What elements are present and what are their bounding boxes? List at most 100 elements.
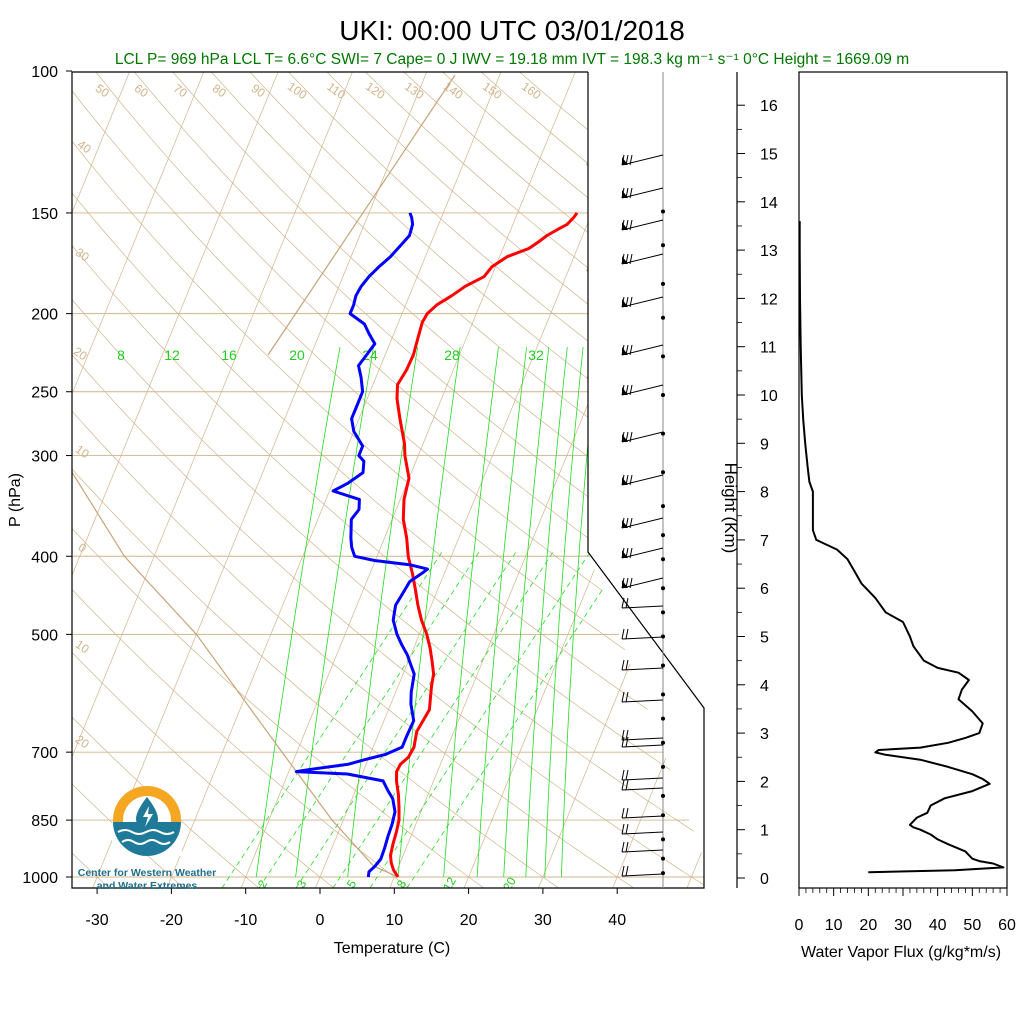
barb-level-dot — [661, 871, 665, 876]
dry-adiabat-line — [72, 72, 568, 888]
dry-adiabat-line — [72, 72, 644, 888]
pressure-tick-label: 850 — [31, 813, 58, 830]
flux-tick-label: 40 — [929, 917, 947, 934]
dry-adiabat-line — [479, 72, 704, 888]
isotherm-line — [72, 72, 287, 888]
dry-adiabat-line — [72, 72, 342, 888]
logo-text-line-1: Center for Western Weather — [78, 867, 216, 879]
wind-barb-feather — [625, 691, 629, 703]
mixing-ratio-line — [295, 346, 374, 878]
wind-barb-staff — [621, 777, 664, 781]
adiabat-label-left: 40 — [75, 137, 94, 156]
wind-barb-staff — [621, 384, 664, 396]
temperature-tick-label: 40 — [608, 912, 626, 929]
logo-wave-line-2 — [121, 839, 171, 845]
pressure-tick-label: 400 — [31, 549, 58, 566]
flux-tick-label: 20 — [859, 917, 877, 934]
isotherm-label: 90 — [249, 81, 268, 100]
mixing-ratio-label: 12 — [164, 347, 180, 363]
wind-barb-pennant — [622, 550, 628, 558]
barb-level-dot — [661, 813, 665, 818]
isotherm-label: 100 — [285, 79, 310, 102]
mixing-ratio-label: 20 — [289, 347, 305, 363]
wind-barb-feather — [629, 547, 633, 559]
dry-adiabat-line — [72, 72, 192, 888]
mixing-ratio-line — [397, 346, 461, 878]
moist-adiabat-line — [369, 551, 591, 888]
barb-level-dot — [661, 533, 665, 538]
wind-barb-staff — [621, 667, 664, 671]
height-tick-label: 2 — [760, 774, 769, 791]
wind-barb-pennant — [622, 477, 628, 485]
height-tick-label: 16 — [760, 98, 778, 115]
wind-barb-pennant — [622, 520, 628, 528]
height-tick-label: 11 — [760, 340, 777, 357]
wind-barb-feather — [629, 431, 633, 443]
height-tick-label: 6 — [760, 581, 769, 598]
wind-barb-pennant — [622, 256, 628, 264]
wind-barb-pennant — [622, 299, 628, 307]
barb-level-dot — [661, 837, 665, 842]
wind-barb-staff — [621, 344, 664, 356]
isotherm-line — [238, 72, 584, 888]
height-tick-label: 1 — [760, 823, 769, 840]
isotherm-line — [461, 72, 704, 888]
wind-barb-feather — [629, 296, 633, 308]
pressure-tick-label: 1000 — [22, 870, 58, 887]
isotherm-line — [89, 72, 435, 888]
wind-barb-feather — [629, 344, 633, 356]
pressure-tick-label: 300 — [31, 449, 58, 466]
temperature-trace — [389, 212, 579, 878]
isotherm-line — [312, 72, 658, 888]
mixing-ratio-label-bottom: 5 — [344, 877, 360, 890]
moist-adiabat-line — [295, 551, 517, 888]
wind-barb-feather — [629, 187, 633, 199]
skew-frame — [71, 71, 705, 889]
barb-level-dot — [661, 393, 665, 397]
pressure-tick-label: 700 — [31, 745, 58, 762]
barb-level-dot — [661, 281, 665, 286]
parcel-path — [72, 362, 399, 878]
flux-frame — [798, 71, 1008, 889]
temperature-tick-label: 10 — [385, 912, 403, 929]
isotherm-label: 50 — [93, 81, 112, 100]
pressure-tick-label: 500 — [31, 627, 58, 644]
wind-barb-feather — [629, 384, 633, 396]
flux-tick-label: 10 — [825, 917, 843, 934]
isotherm-label: 130 — [402, 79, 427, 102]
wind-barb-feather — [621, 779, 625, 791]
dry-adiabat-line — [133, 72, 704, 888]
wind-barb-staff — [621, 873, 664, 877]
wind-barb-staff — [621, 577, 664, 589]
wind-barb-staff — [621, 636, 664, 640]
dry-adiabat-line — [210, 72, 704, 888]
dry-adiabat-line — [325, 72, 704, 888]
pressure-tick-label: 150 — [31, 206, 58, 223]
temperature-tick-label: 0 — [316, 912, 325, 929]
wind-barb-feather — [625, 736, 629, 748]
barb-level-dot — [661, 504, 665, 509]
isotherm-line — [72, 72, 212, 888]
isotherm-label: 80 — [210, 81, 229, 100]
wind-barb-pennant — [622, 387, 628, 395]
isotherm-label: 120 — [363, 79, 388, 102]
wind-barb-feather — [621, 769, 625, 781]
wind-barb-feather — [629, 253, 633, 265]
isotherm-line — [72, 72, 138, 888]
wind-barb-staff — [621, 849, 664, 853]
wind-barb-feather — [625, 597, 629, 609]
moist-adiabat-line — [221, 551, 443, 888]
temperature-tick-label: -10 — [234, 912, 257, 929]
isotherm-line — [164, 72, 510, 888]
wind-barb-staff — [621, 737, 664, 741]
chart-subtitle: LCL P= 969 hPa LCL T= 6.6°C SWI= 7 Cape=… — [115, 51, 909, 68]
wind-barb-feather — [621, 736, 625, 748]
moist-adiabat-line — [258, 551, 480, 888]
height-tick-label: 5 — [760, 630, 769, 647]
wind-barb-feather — [629, 219, 633, 231]
adiabat-label-left: 10 — [73, 637, 92, 656]
wind-barb-staff — [621, 474, 664, 486]
wind-barb-staff — [621, 744, 664, 748]
pressure-tick-label: 200 — [31, 307, 58, 324]
dry-adiabat-line — [72, 72, 704, 888]
